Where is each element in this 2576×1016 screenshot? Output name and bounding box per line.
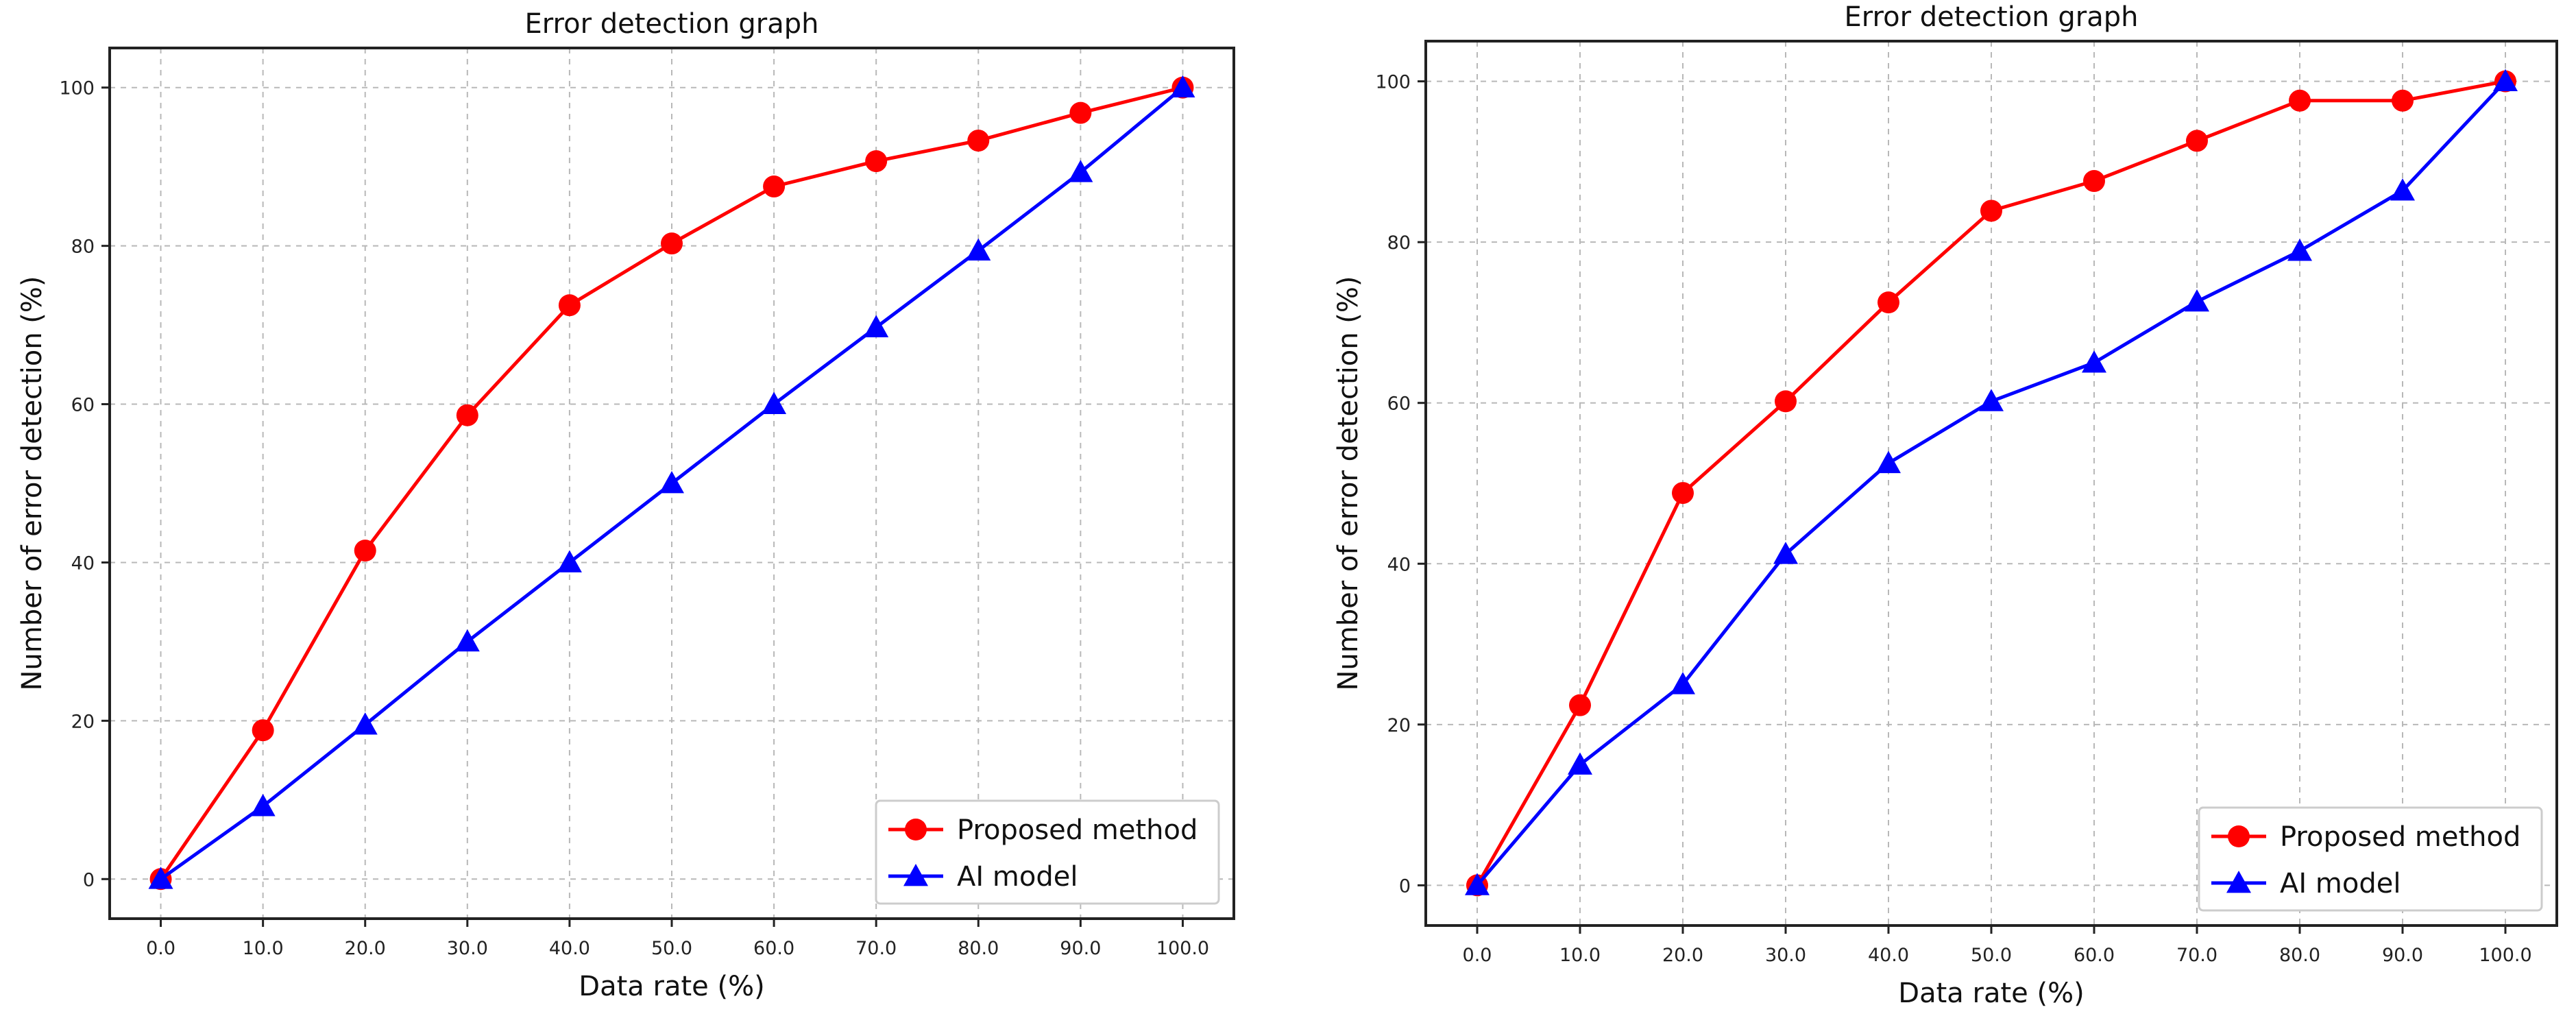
y-tick-label: 80	[71, 237, 95, 258]
legend-marker	[905, 819, 927, 840]
data-point	[558, 294, 581, 317]
y-tick-label: 80	[1387, 232, 1411, 254]
x-tick-label: 100.0	[2479, 945, 2531, 966]
data-point	[2493, 69, 2518, 92]
x-tick-label: 80.0	[2279, 945, 2320, 966]
x-tick-label: 20.0	[1662, 945, 1703, 966]
x-tick-label: 0.0	[146, 938, 175, 959]
plot-area: 0.0 10.0 20.0 30.0 40.0 50.0 60.0 70.0 80.0 90.0 1…	[59, 47, 1235, 959]
data-point	[1068, 160, 1093, 182]
legend-box	[875, 799, 1220, 905]
x-tick-label: 10.0	[1559, 945, 1601, 966]
x-tick-label: 50.0	[651, 938, 692, 959]
data-point	[2082, 350, 2106, 373]
data-point	[352, 712, 378, 735]
y-tick-label: 60	[1387, 394, 1411, 415]
y-tick-label: 20	[71, 711, 95, 732]
x-tick-label: 80.0	[958, 938, 999, 959]
data-point	[763, 176, 786, 198]
data-point	[1170, 75, 1195, 98]
y-tick-label: 100	[59, 78, 95, 99]
y-tick-label: 60	[71, 395, 95, 416]
axes-frame	[108, 47, 1235, 920]
data-point	[1979, 389, 2004, 411]
x-tick-label: 100.0	[1156, 938, 1209, 959]
y-tick-label: 0	[83, 869, 95, 891]
axes-frame	[1424, 40, 2558, 927]
data-point	[1465, 873, 1490, 895]
series-ai-model	[1465, 69, 2518, 895]
data-point	[2185, 289, 2209, 312]
x-tick-label: 30.0	[447, 938, 488, 959]
chart-right: 0.0 10.0 20.0 30.0 40.0 50.0 60.0 70.0 80.0 90.0 1…	[1333, 1, 2558, 1009]
x-axis-label: Data rate (%)	[579, 971, 764, 1002]
y-tick-label: 40	[1387, 554, 1411, 575]
series-ai-model	[148, 75, 1195, 889]
legend-label: AI model	[2280, 868, 2401, 899]
legend: Proposed method AI model	[875, 799, 1220, 905]
x-tick-label: 70.0	[2176, 945, 2217, 966]
x-tick-label: 0.0	[1463, 945, 1492, 966]
x-tick-label: 60.0	[2074, 945, 2115, 966]
data-point	[1672, 482, 1694, 505]
y-tick-label: 40	[71, 553, 95, 574]
data-point	[864, 315, 889, 337]
data-point	[456, 404, 478, 426]
data-point	[2083, 170, 2105, 193]
chart-left: 0.0 10.0 20.0 30.0 40.0 50.0 60.0 70.0 80.0 90.0 1…	[16, 8, 1235, 1002]
x-tick-label: 50.0	[1971, 945, 2012, 966]
chart-title: Error detection graph	[1845, 1, 2139, 33]
data-point	[762, 391, 787, 414]
legend: Proposed method AI model	[2198, 806, 2543, 912]
data-point	[967, 130, 990, 152]
data-point	[2287, 239, 2312, 261]
data-point	[454, 629, 480, 652]
data-point	[659, 471, 684, 494]
data-point	[1670, 672, 1695, 694]
x-tick-label: 40.0	[1868, 945, 1909, 966]
data-point	[865, 150, 888, 173]
y-tick-label: 20	[1387, 715, 1411, 736]
x-tick-label: 60.0	[753, 938, 794, 959]
x-tick-label: 90.0	[2382, 945, 2423, 966]
legend-label: Proposed method	[957, 814, 1198, 846]
data-point	[1980, 199, 2002, 222]
data-point	[252, 719, 274, 742]
legend-box	[2198, 806, 2543, 912]
y-tick-label: 100	[1375, 72, 1411, 93]
data-point	[1878, 291, 1899, 314]
data-point	[2289, 89, 2311, 112]
data-point	[966, 238, 991, 261]
data-point	[1569, 694, 1591, 716]
legend-marker	[903, 864, 928, 886]
legend-marker	[2228, 825, 2250, 847]
x-tick-label: 30.0	[1765, 945, 1806, 966]
data-point	[2392, 89, 2414, 112]
data-point	[2186, 130, 2208, 152]
data-point	[2390, 178, 2415, 201]
data-point	[148, 867, 173, 889]
data-point	[557, 550, 582, 572]
data-point	[1069, 101, 1092, 124]
data-point	[354, 540, 376, 562]
legend-label: Proposed method	[2280, 821, 2520, 853]
x-tick-label: 70.0	[855, 938, 897, 959]
y-axis-label: Number of error detection (%)	[16, 276, 48, 690]
data-point	[250, 794, 276, 817]
legend-marker	[2226, 871, 2251, 893]
legend-label: AI model	[957, 861, 1078, 893]
chart-title: Error detection graph	[525, 8, 819, 40]
x-tick-label: 40.0	[549, 938, 590, 959]
data-point	[1876, 450, 1901, 474]
data-point	[1568, 752, 1592, 775]
x-tick-label: 20.0	[345, 938, 386, 959]
y-tick-label: 0	[1399, 875, 1411, 897]
data-point	[1773, 542, 1798, 564]
y-axis-label: Number of error detection (%)	[1333, 276, 1364, 690]
x-tick-label: 90.0	[1060, 938, 1101, 959]
x-axis-label: Data rate (%)	[1898, 978, 2084, 1009]
x-tick-label: 10.0	[243, 938, 284, 959]
data-point	[1775, 390, 1797, 413]
data-point	[661, 232, 683, 255]
